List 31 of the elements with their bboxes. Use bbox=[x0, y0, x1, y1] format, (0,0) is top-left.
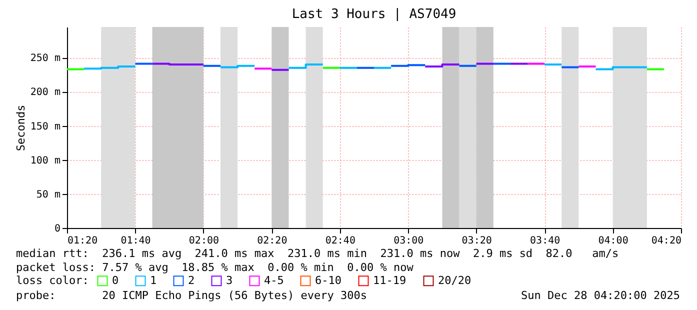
legend-label: 20/20 bbox=[438, 274, 472, 287]
y-axis-title: Seconds bbox=[14, 104, 28, 152]
y-tick-label: 50 m bbox=[36, 189, 60, 200]
legend-title: loss color: bbox=[16, 274, 89, 287]
text: Sun Dec 28 04:20:00 2025 bbox=[521, 289, 680, 302]
x-tick-label: 01:40 bbox=[120, 236, 151, 246]
legend-label: 6-10 bbox=[315, 274, 342, 287]
x-tick-label: 03:00 bbox=[394, 236, 424, 246]
legend-label: 11-19 bbox=[373, 274, 406, 287]
x-tick-label: 02:20 bbox=[257, 236, 288, 246]
x-tick-label: 02:00 bbox=[188, 236, 220, 246]
x-tick-label: 04:00 bbox=[598, 236, 628, 246]
chart-title: Last 3 Hours | AS7049 bbox=[292, 7, 456, 22]
y-tick-label: 200 m bbox=[30, 87, 60, 98]
legend-label: 3 bbox=[226, 274, 233, 287]
legend-label: 4-5 bbox=[264, 274, 284, 287]
y-tick-label: 250 m bbox=[30, 53, 60, 64]
y-tick-label: 100 m bbox=[30, 155, 60, 166]
x-tick-label: 03:40 bbox=[530, 236, 560, 246]
legend-label: 0 bbox=[112, 274, 119, 287]
x-tick-label: 04:20 bbox=[651, 236, 682, 246]
text: packet loss: 7.57 % avg 18.85 % max 0.00 % min 0.00 % now bbox=[16, 261, 414, 274]
y-tick-label: 0 bbox=[54, 224, 60, 234]
x-tick-label: 02:40 bbox=[325, 236, 356, 246]
y-tick-label: 150 m bbox=[30, 121, 60, 132]
x-tick-label: 01:20 bbox=[68, 236, 98, 246]
legend-label: 1 bbox=[150, 274, 157, 287]
x-tick-label: 03:20 bbox=[462, 236, 492, 246]
legend-label: 2 bbox=[188, 274, 195, 287]
text: median rtt: 236.1 ms avg 241.0 ms max 231.0 ms min 231.0 ms now 2.9 ms sd 82.0 am/s bbox=[16, 247, 619, 260]
text: probe: 20 ICMP Echo Pings (56 Bytes) every 300s bbox=[16, 289, 367, 302]
